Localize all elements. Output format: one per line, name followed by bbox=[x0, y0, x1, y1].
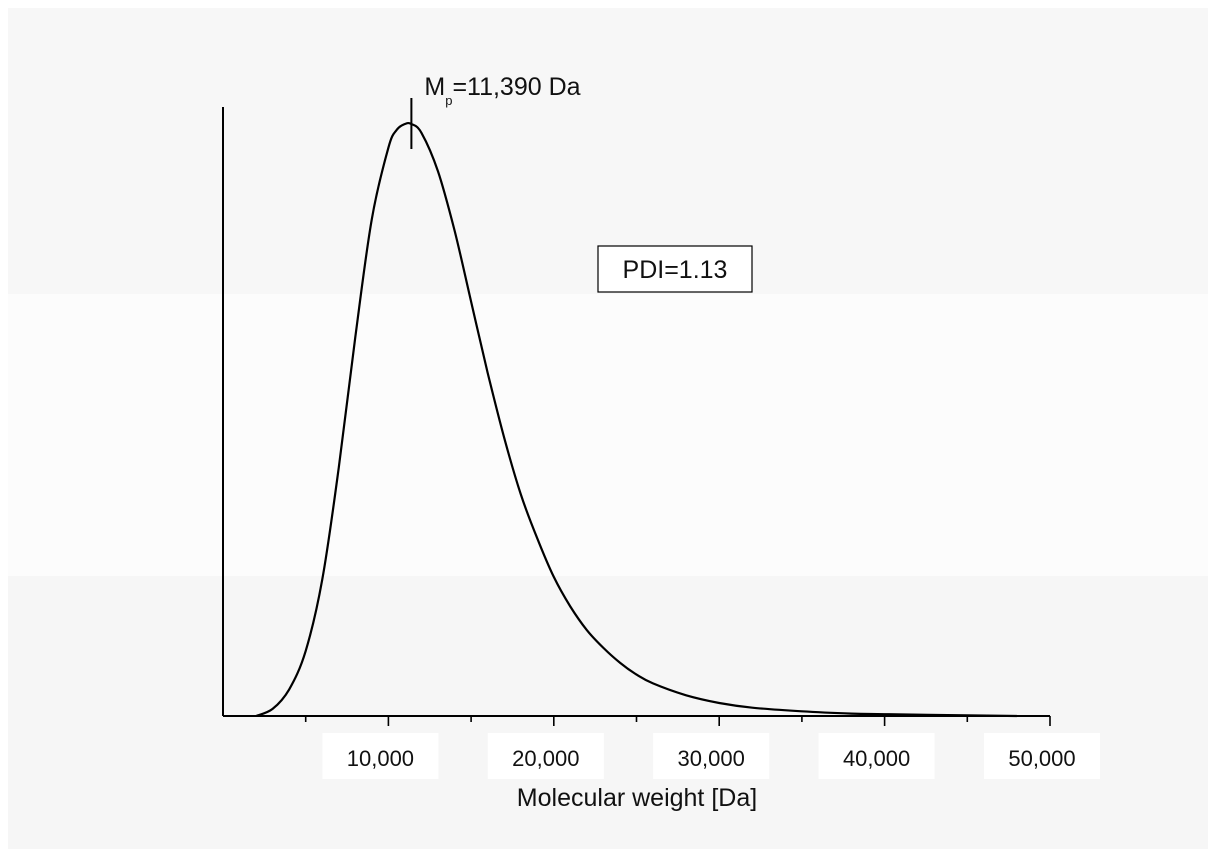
x-tick-label: 20,000 bbox=[512, 746, 579, 771]
peak-annotation-suffix: =11,390 Da bbox=[452, 73, 580, 101]
background-band-middle bbox=[8, 294, 1208, 576]
peak-annotation: Mp=11,390 Da bbox=[424, 73, 580, 108]
peak-annotation-prefix: M bbox=[424, 73, 445, 101]
x-tick-label: 40,000 bbox=[843, 746, 910, 771]
distribution-curve bbox=[255, 121, 1017, 718]
x-axis-title: Molecular weight [Da] bbox=[517, 784, 757, 812]
x-tick-label: 10,000 bbox=[347, 746, 414, 771]
x-tick-label-group: 50,000 bbox=[984, 733, 1100, 779]
tick-label-box bbox=[818, 733, 935, 779]
x-tick-label: 50,000 bbox=[1008, 746, 1075, 771]
x-tick-label-group: 40,000 bbox=[818, 733, 935, 779]
tick-label-box bbox=[487, 733, 604, 779]
x-tick-label-group: 20,000 bbox=[487, 733, 604, 779]
peak-annotation-subscript: p bbox=[445, 93, 452, 108]
pdi-annotation-box: PDI=1.13 bbox=[597, 245, 753, 293]
tick-label-box bbox=[653, 733, 770, 779]
background-band-bottom bbox=[8, 576, 1208, 849]
x-tick-label-group: 10,000 bbox=[322, 733, 439, 779]
axes bbox=[222, 107, 1050, 717]
tick-label-box bbox=[322, 733, 439, 779]
pdi-text: PDI=1.13 bbox=[623, 256, 728, 284]
x-tick-label: 30,000 bbox=[678, 746, 745, 771]
tick-label-box bbox=[984, 733, 1100, 779]
pdi-box-frame bbox=[597, 245, 753, 293]
x-tick-labels: 10,000 20,000 30,000 40,000 50,000 bbox=[322, 733, 1100, 779]
x-ticks bbox=[304, 716, 1051, 726]
x-tick-label-group: 30,000 bbox=[653, 733, 770, 779]
